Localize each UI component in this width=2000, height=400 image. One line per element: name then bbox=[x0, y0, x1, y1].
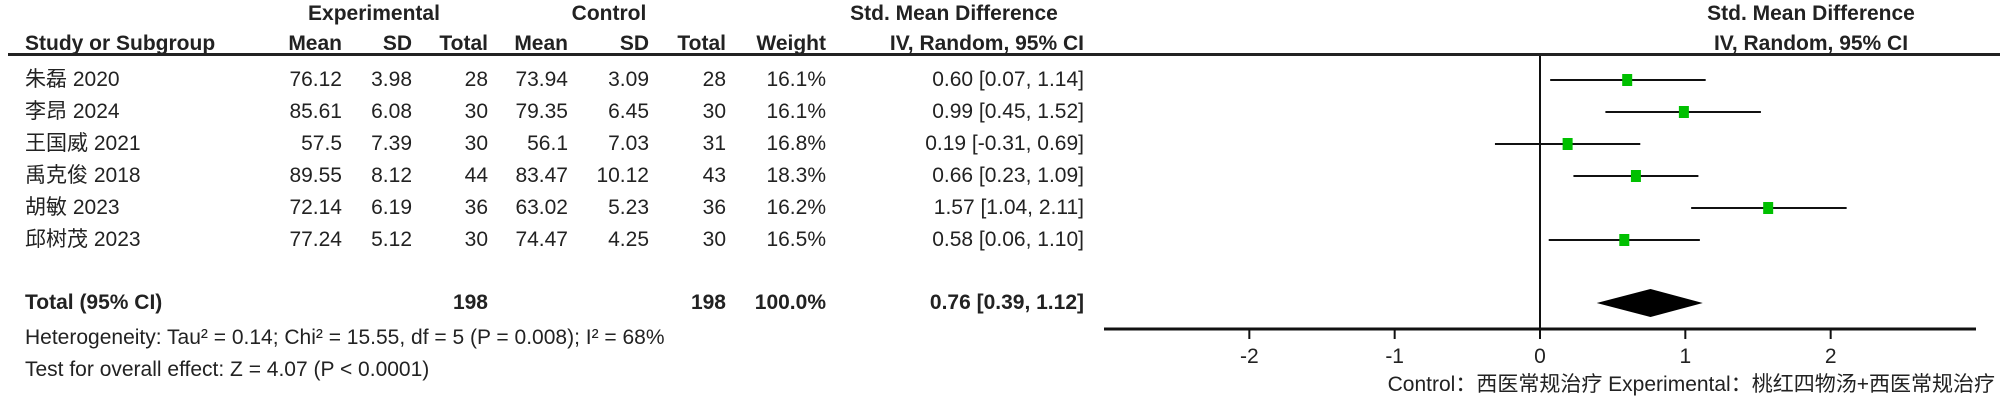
exp-total: 44 bbox=[464, 164, 488, 187]
heterogeneity-text: Heterogeneity: Tau² = 0.14; Chi² = 15.55… bbox=[25, 326, 665, 349]
exp-sd: 6.19 bbox=[371, 196, 412, 219]
pooled-diamond bbox=[1596, 289, 1703, 317]
exp-mean: 77.24 bbox=[289, 228, 342, 251]
exp-total: 36 bbox=[464, 196, 488, 219]
x-tick-label: 1 bbox=[1679, 345, 1691, 368]
header-study: Study or Subgroup bbox=[25, 32, 216, 55]
exp-mean: 76.12 bbox=[289, 68, 342, 91]
header-ctl-sd: SD bbox=[619, 32, 649, 55]
exp-mean: 89.55 bbox=[289, 164, 342, 187]
exp-total: 30 bbox=[464, 132, 488, 155]
ctl-total: 28 bbox=[702, 68, 726, 91]
weight: 16.5% bbox=[766, 228, 826, 251]
ctl-total: 30 bbox=[702, 100, 726, 123]
study-marker bbox=[1622, 74, 1633, 86]
ctl-mean: 79.35 bbox=[515, 100, 568, 123]
exp-total: 28 bbox=[464, 68, 488, 91]
ci: 0.66 [0.23, 1.09] bbox=[932, 164, 1084, 187]
weight: 16.1% bbox=[766, 100, 826, 123]
total-ci: 0.76 [0.39, 1.12] bbox=[929, 291, 1084, 314]
header-exp-mean: Mean bbox=[288, 32, 342, 55]
ctl-mean: 83.47 bbox=[515, 164, 568, 187]
total-ctl: 198 bbox=[690, 291, 726, 314]
ctl-total: 31 bbox=[702, 132, 726, 155]
exp-mean: 72.14 bbox=[289, 196, 342, 219]
x-tick-label: 0 bbox=[1534, 345, 1546, 368]
header-rule bbox=[8, 53, 2000, 56]
ci: 0.99 [0.45, 1.52] bbox=[932, 100, 1084, 123]
weight: 16.8% bbox=[766, 132, 826, 155]
ctl-total: 43 bbox=[702, 164, 726, 187]
plot-header-smd: Std. Mean Difference bbox=[1707, 2, 1915, 25]
header-exp-sd: SD bbox=[382, 32, 412, 55]
x-tick-label: -1 bbox=[1385, 345, 1404, 368]
study-marker bbox=[1763, 202, 1774, 214]
study-name: 胡敏 2023 bbox=[25, 196, 120, 219]
ctl-total: 30 bbox=[702, 228, 726, 251]
ctl-mean: 63.02 bbox=[515, 196, 568, 219]
header-ctl-total: Total bbox=[677, 32, 726, 55]
weight: 18.3% bbox=[766, 164, 826, 187]
ctl-mean: 73.94 bbox=[515, 68, 568, 91]
weight: 16.2% bbox=[766, 196, 826, 219]
exp-mean: 85.61 bbox=[289, 100, 342, 123]
study-name: 朱磊 2020 bbox=[25, 68, 120, 91]
ctl-total: 36 bbox=[702, 196, 726, 219]
ctl-sd: 6.45 bbox=[608, 100, 649, 123]
header-weight: Weight bbox=[756, 32, 826, 55]
exp-total: 30 bbox=[464, 100, 488, 123]
total-label: Total (95% CI) bbox=[25, 291, 163, 314]
ctl-sd: 10.12 bbox=[596, 164, 649, 187]
ci: 0.60 [0.07, 1.14] bbox=[932, 68, 1084, 91]
ci: 1.57 [1.04, 2.11] bbox=[933, 196, 1084, 219]
header-ctl-mean: Mean bbox=[514, 32, 568, 55]
total-weight: 100.0% bbox=[754, 291, 826, 314]
exp-sd: 6.08 bbox=[371, 100, 412, 123]
ctl-mean: 74.47 bbox=[515, 228, 568, 251]
x-tick-label: -2 bbox=[1240, 345, 1259, 368]
exp-mean: 57.5 bbox=[301, 132, 342, 155]
study-marker bbox=[1562, 138, 1573, 150]
header-smd: Std. Mean Difference bbox=[850, 2, 1058, 25]
ctl-mean: 56.1 bbox=[527, 132, 568, 155]
ctl-sd: 4.25 bbox=[608, 228, 649, 251]
exp-total: 30 bbox=[464, 228, 488, 251]
header-control: Control bbox=[571, 2, 647, 25]
overall-effect-text: Test for overall effect: Z = 4.07 (P < 0… bbox=[25, 358, 430, 381]
study-name: 李昂 2024 bbox=[25, 100, 120, 123]
x-tick-label: 2 bbox=[1825, 345, 1837, 368]
study-marker bbox=[1619, 234, 1630, 246]
weight: 16.1% bbox=[766, 68, 826, 91]
study-name: 王国威 2021 bbox=[25, 132, 141, 155]
ci: 0.58 [0.06, 1.10] bbox=[932, 228, 1084, 251]
ctl-sd: 5.23 bbox=[608, 196, 649, 219]
exp-sd: 8.12 bbox=[371, 164, 412, 187]
header-exp-total: Total bbox=[439, 32, 488, 55]
exp-sd: 7.39 bbox=[371, 132, 412, 155]
study-marker bbox=[1678, 106, 1689, 118]
ctl-sd: 7.03 bbox=[608, 132, 649, 155]
total-exp: 198 bbox=[452, 291, 488, 314]
exp-sd: 3.98 bbox=[371, 68, 412, 91]
study-name: 禹克俊 2018 bbox=[25, 164, 141, 187]
ci: 0.19 [-0.31, 0.69] bbox=[925, 132, 1084, 155]
header-experimental: Experimental bbox=[308, 2, 440, 25]
header-ci: IV, Random, 95% CI bbox=[889, 32, 1084, 55]
axis-footer-label: Control：西医常规治疗 Experimental：桃红四物汤+西医常规治疗 bbox=[1387, 373, 1995, 396]
study-name: 邱树茂 2023 bbox=[25, 228, 141, 251]
ctl-sd: 3.09 bbox=[608, 68, 649, 91]
study-marker bbox=[1630, 170, 1641, 182]
plot-header-ci: IV, Random, 95% CI bbox=[1713, 32, 1909, 55]
exp-sd: 5.12 bbox=[371, 228, 412, 251]
